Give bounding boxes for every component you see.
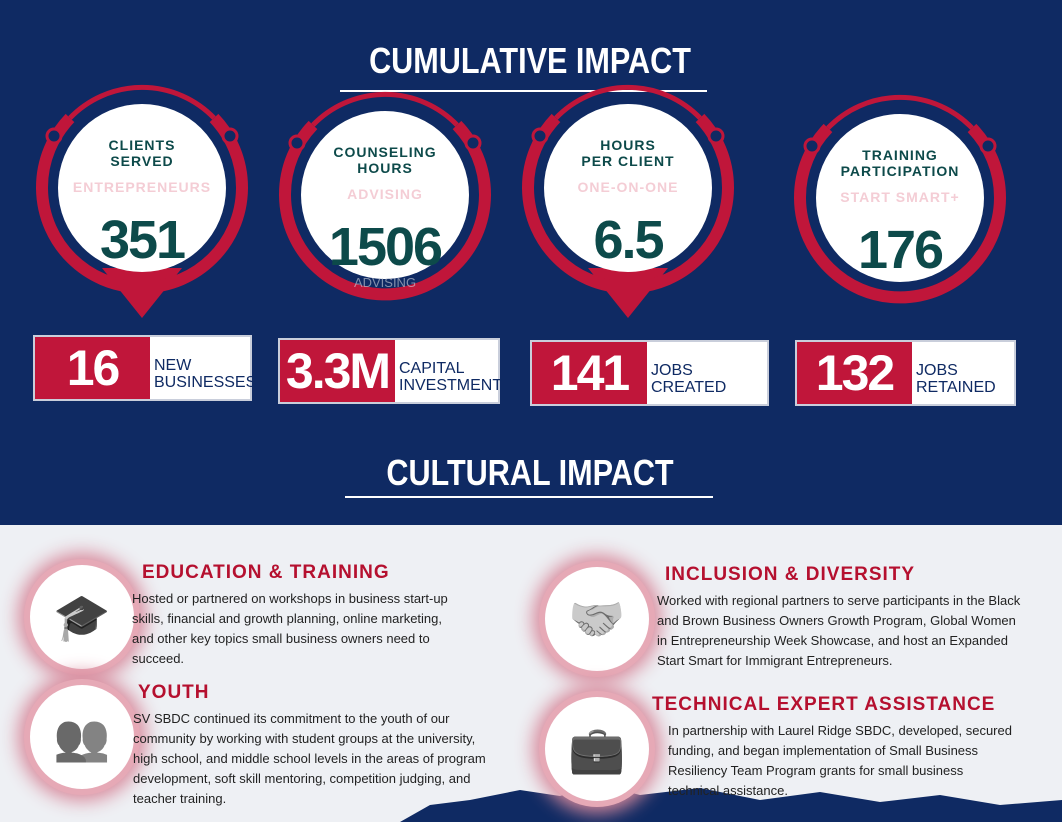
stat-label-text: SERVED: [110, 153, 173, 169]
ring-knob: [803, 137, 821, 155]
section-underline: [345, 496, 713, 498]
item-text: SV SBDC continued its commitment to the …: [133, 711, 486, 806]
icon-circle: 💼: [545, 697, 649, 801]
stat-circle: [58, 104, 226, 272]
box-label: JOBS CREATED: [651, 362, 727, 396]
ring-top: [554, 84, 702, 120]
icon: 🎓: [53, 591, 111, 643]
icon-circle: 🤝: [545, 567, 649, 671]
section-title: CULTURAL IMPACT: [386, 452, 674, 493]
stat-label-text: PER CLIENT: [581, 153, 674, 169]
stat-label-text: HOURS: [600, 137, 656, 153]
ring: [36, 113, 248, 294]
stat-box: 16 NEW BUSINESSES: [33, 335, 257, 401]
item-text: In partnership with Laurel Ridge SBDC, d…: [668, 723, 1012, 798]
box-value: 16: [35, 337, 150, 399]
stat-label-text: CLIENTS: [109, 137, 176, 153]
box-label: CAPITAL INVESTMENT: [399, 360, 503, 394]
stat-sublabel: ENTREPRENEURS: [73, 179, 211, 195]
item-text: Worked with regional partners to serve p…: [657, 593, 1021, 668]
item-title: YOUTH: [138, 682, 210, 703]
stat-circle: [544, 104, 712, 272]
stat-box: 141 JOBS CREATED: [530, 340, 769, 406]
icon: 👥: [53, 711, 111, 763]
ring-knob: [707, 127, 725, 145]
stat-circle: [816, 114, 984, 282]
item-title: INCLUSION & DIVERSITY: [665, 564, 916, 585]
box-value: 3.3M: [280, 340, 395, 402]
icon: 💼: [568, 723, 626, 775]
stat-label: CLIENTS SERVED: [109, 137, 176, 169]
stat-circle: [301, 111, 469, 279]
stat-sublabel: ADVISING: [347, 186, 423, 202]
icon-circle: 🎓: [30, 565, 134, 669]
ring-knob: [288, 134, 306, 152]
stat-label-text: HOURS: [357, 160, 413, 176]
stat-box: 3.3M CAPITAL INVESTMENT: [278, 338, 503, 404]
stat-label: HOURS PER CLIENT: [581, 137, 674, 169]
watermark: ADVISING: [354, 275, 416, 290]
item-title: EDUCATION & TRAINING: [142, 562, 390, 583]
stat-label-text: PARTICIPATION: [841, 163, 960, 179]
box-label: JOBS RETAINED: [916, 362, 996, 396]
ring: [794, 123, 1006, 304]
stat-value: 6.5: [593, 210, 663, 270]
stat-sublabel: START SMART+: [840, 189, 959, 205]
ring-knob: [531, 127, 549, 145]
item-text: Hosted or partnered on workshops in busi…: [132, 591, 448, 666]
stat-value: 351: [100, 210, 185, 270]
icon-circle: 👥: [30, 685, 134, 789]
stat-label: COUNSELING HOURS: [333, 144, 436, 176]
ring: [522, 113, 734, 294]
ring-knob: [464, 134, 482, 152]
ring-knob: [45, 127, 63, 145]
box-value: 141: [532, 342, 647, 404]
stat-box: 132 JOBS RETAINED: [795, 340, 1016, 406]
stat-label-text: COUNSELING: [333, 144, 436, 160]
title-underline: [340, 90, 707, 92]
ring-top: [311, 91, 459, 127]
ring-knob: [221, 127, 239, 145]
top-section: CUMULATIVE IMPACT CLIENTS SERVED ENTREPREN…: [0, 0, 1062, 525]
stat-label: TRAINING PARTICIPATION: [841, 147, 960, 179]
ring-top: [826, 94, 974, 130]
title: CUMULATIVE IMPACT: [369, 40, 691, 81]
item-title: TECHNICAL EXPERT ASSISTANCE: [652, 694, 996, 715]
ring-top: [68, 84, 216, 120]
ring: [279, 120, 491, 301]
box-value: 132: [797, 342, 912, 404]
icon: 🤝: [568, 593, 626, 645]
stat-sublabel: ONE-ON-ONE: [578, 179, 679, 195]
stat-value: 1506: [329, 217, 442, 277]
box-label: NEW BUSINESSES: [154, 357, 257, 391]
ring-knob: [979, 137, 997, 155]
stat-value: 176: [858, 220, 943, 280]
stat-label-text: TRAINING: [862, 147, 938, 163]
